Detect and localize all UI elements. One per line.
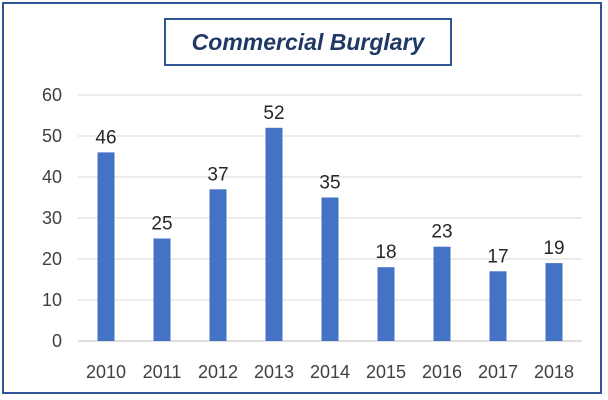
x-tick-label: 2014 xyxy=(310,362,350,382)
y-tick-label: 50 xyxy=(42,126,62,146)
bar xyxy=(97,152,115,341)
chart-title-box: Commercial Burglary xyxy=(164,18,452,66)
x-tick-label: 2015 xyxy=(366,362,406,382)
bar xyxy=(153,238,171,341)
chart-title: Commercial Burglary xyxy=(191,28,425,55)
y-tick-label: 10 xyxy=(42,290,62,310)
x-tick-label: 2016 xyxy=(422,362,462,382)
bar xyxy=(433,246,451,341)
bar xyxy=(377,267,395,341)
data-label: 37 xyxy=(207,164,228,185)
y-tick-label: 0 xyxy=(52,331,62,351)
data-label: 18 xyxy=(375,242,396,263)
x-axis-ticks: 2010 2011 2012 2013 2014 2015 2016 2017 2018 xyxy=(86,362,574,382)
data-label: 25 xyxy=(151,214,172,235)
y-tick-label: 20 xyxy=(42,249,62,269)
x-tick-label: 2013 xyxy=(254,362,294,382)
data-label: 46 xyxy=(95,127,116,148)
data-label: 52 xyxy=(263,103,284,124)
bar xyxy=(209,189,227,341)
bars xyxy=(97,127,563,341)
x-tick-label: 2018 xyxy=(534,362,574,382)
bar xyxy=(489,271,507,341)
bar xyxy=(545,263,563,341)
x-tick-label: 2011 xyxy=(143,362,182,382)
bar xyxy=(321,197,339,341)
y-tick-label: 40 xyxy=(42,167,62,187)
y-axis-ticks: 0 10 20 30 40 50 60 xyxy=(42,85,62,351)
x-tick-label: 2012 xyxy=(198,362,238,382)
data-label: 23 xyxy=(431,222,452,243)
data-labels: 46 25 37 52 35 18 23 17 19 xyxy=(95,103,564,267)
bar xyxy=(265,127,283,341)
data-label: 19 xyxy=(543,238,564,259)
x-tick-label: 2010 xyxy=(86,362,126,382)
y-tick-label: 30 xyxy=(42,208,62,228)
y-tick-label: 60 xyxy=(42,85,62,105)
data-label: 35 xyxy=(319,173,340,194)
x-tick-label: 2017 xyxy=(478,362,518,382)
data-label: 17 xyxy=(487,246,508,267)
